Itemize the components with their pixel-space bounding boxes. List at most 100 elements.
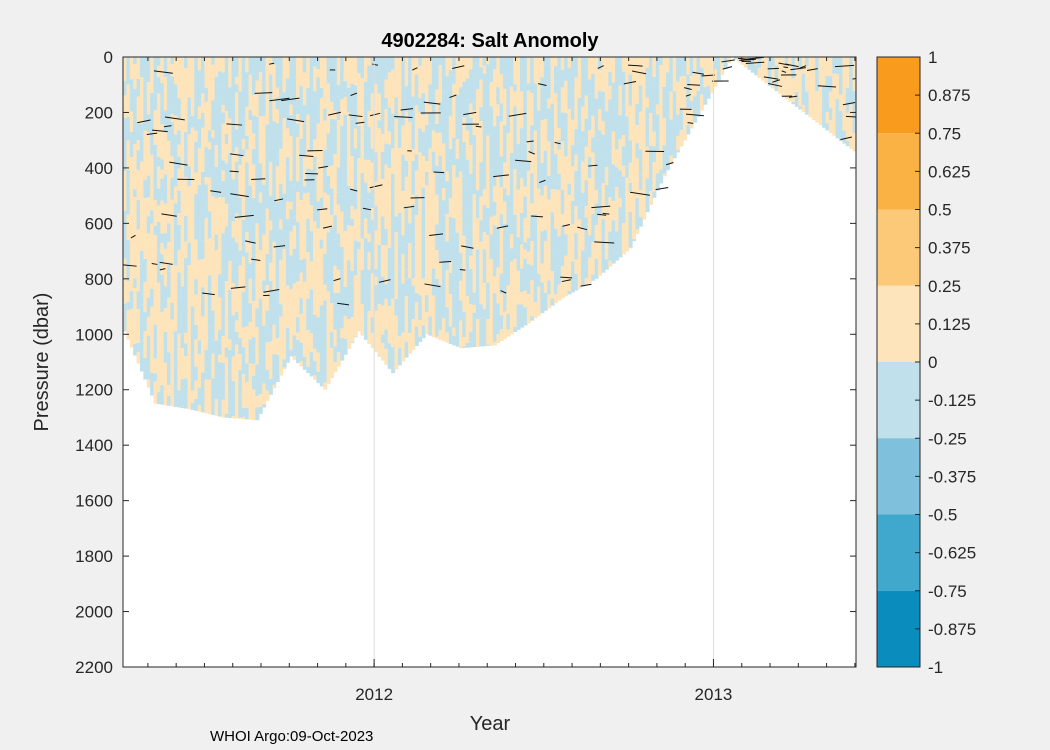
- field-cell: [611, 99, 616, 132]
- field-cell: [221, 181, 226, 198]
- field-cell: [251, 222, 256, 244]
- field-cell: [601, 67, 606, 92]
- field-cell: [594, 57, 599, 85]
- field-cell: [665, 72, 670, 92]
- field-cell: [553, 265, 558, 295]
- field-cell: [129, 308, 134, 328]
- field-cell: [251, 198, 256, 223]
- colorbar-tick-label: 0.125: [928, 315, 971, 334]
- field-cell: [428, 179, 433, 212]
- field-cell: [401, 154, 406, 192]
- field-cell: [832, 102, 837, 135]
- field-cell: [299, 227, 304, 260]
- contour-line: [161, 213, 177, 217]
- field-cell: [248, 222, 253, 244]
- field-cell: [268, 230, 273, 263]
- field-cell: [214, 362, 219, 400]
- field-cell: [839, 94, 844, 111]
- field-cell: [421, 255, 426, 279]
- field-cell: [363, 81, 368, 94]
- field-cell: [499, 156, 504, 188]
- field-cell: [201, 149, 206, 172]
- field-cell: [330, 57, 334, 73]
- field-cell: [336, 120, 341, 143]
- field-cell: [231, 179, 236, 190]
- field-cell: [547, 280, 552, 295]
- colorbar-band-7: [877, 590, 920, 667]
- contour-line: [159, 261, 173, 265]
- field-cell: [214, 257, 219, 273]
- field-cell: [126, 117, 131, 141]
- field-cell: [391, 283, 396, 299]
- field-cell: [822, 57, 827, 75]
- field-cell: [662, 134, 667, 146]
- contour-line: [692, 71, 704, 75]
- field-cell: [452, 83, 457, 104]
- field-cell: [543, 292, 548, 311]
- field-cell: [224, 81, 229, 112]
- field-cell: [190, 116, 195, 128]
- field-cell: [665, 57, 670, 73]
- field-cell: [560, 175, 565, 190]
- field-cell: [139, 303, 144, 328]
- field-cell: [689, 108, 694, 129]
- field-cell: [564, 234, 569, 256]
- field-cell: [659, 169, 664, 184]
- field-cell: [598, 130, 603, 141]
- field-cell: [458, 300, 463, 321]
- field-cell: [648, 112, 653, 146]
- field-cell: [245, 106, 250, 136]
- field-cell: [316, 123, 321, 156]
- field-cell: [428, 258, 433, 272]
- field-cell: [601, 121, 606, 135]
- field-cell: [289, 136, 294, 170]
- field-cell: [360, 172, 365, 196]
- field-cell: [296, 64, 301, 100]
- field-cell: [197, 57, 202, 71]
- field-cell: [404, 242, 409, 270]
- field-cell: [710, 89, 715, 93]
- field-cell: [557, 128, 562, 141]
- field-cell: [129, 79, 134, 112]
- field-cell: [618, 198, 623, 208]
- field-cell: [319, 248, 324, 269]
- field-cell: [296, 317, 301, 333]
- field-cell: [370, 188, 375, 209]
- field-cell: [285, 239, 290, 249]
- field-cell: [299, 314, 304, 343]
- field-cell: [445, 241, 450, 271]
- field-cell: [153, 134, 158, 145]
- field-cell: [285, 343, 290, 363]
- field-cell: [475, 98, 480, 129]
- contour-line: [496, 225, 509, 229]
- field-cell: [564, 255, 569, 279]
- field-cell: [241, 83, 246, 101]
- field-cell: [445, 181, 450, 194]
- field-cell: [163, 224, 168, 234]
- field-cell: [150, 119, 155, 155]
- field-cell: [248, 243, 253, 264]
- field-cell: [604, 111, 609, 121]
- field-cell: [570, 107, 575, 120]
- field-cell: [156, 327, 161, 357]
- field-cell: [475, 218, 480, 250]
- field-cell: [842, 73, 847, 105]
- field-cell: [330, 263, 334, 273]
- field-cell: [279, 165, 284, 184]
- field-cell: [272, 121, 277, 152]
- field-cell: [363, 141, 368, 160]
- field-cell: [262, 292, 267, 326]
- field-cell: [370, 219, 375, 241]
- field-cell: [543, 65, 548, 101]
- field-cell: [397, 245, 402, 272]
- field-cell: [214, 57, 219, 77]
- field-cell: [425, 197, 430, 232]
- field-cell: [350, 100, 355, 120]
- field-cell: [540, 163, 545, 196]
- field-cell: [513, 84, 518, 92]
- field-cell: [625, 198, 630, 232]
- field-cell: [187, 352, 192, 380]
- field-cell: [289, 289, 294, 307]
- field-cell: [611, 82, 616, 100]
- field-cell: [190, 267, 195, 284]
